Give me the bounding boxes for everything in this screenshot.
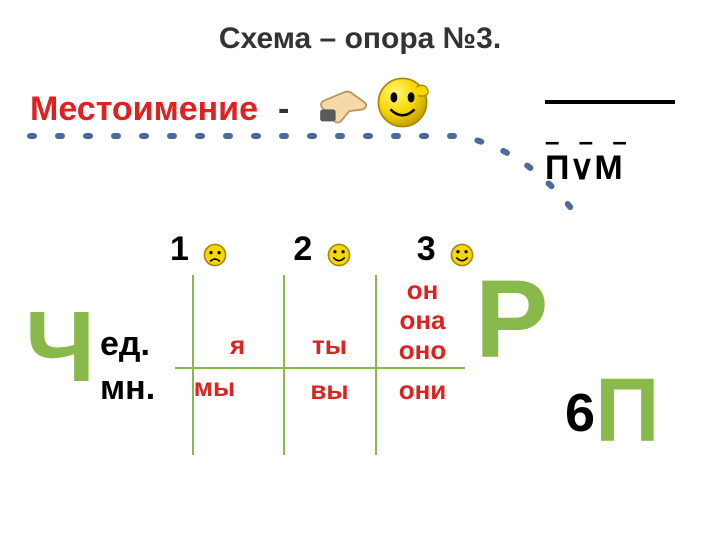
person-2: 2 — [293, 230, 351, 269]
sad-face-icon — [202, 238, 228, 264]
cell-3sg-ono: оно — [380, 335, 465, 366]
cell-2sg: ты — [287, 330, 372, 361]
pm-solid-line — [545, 100, 675, 104]
pm-m: М — [594, 149, 622, 187]
person-3: 3 — [417, 230, 475, 269]
subject-dash: - — [278, 90, 289, 129]
cell-1pl: мы — [192, 375, 237, 400]
person-3-num: 3 — [417, 230, 436, 268]
person-1-num: 1 — [170, 230, 189, 268]
six-p-letter: П — [595, 361, 660, 461]
pronoun-table: Ч ед. мн. я ты он она оно мы вы они Р — [75, 275, 495, 475]
pm-p: П — [545, 149, 569, 187]
label-singular: ед. — [100, 325, 150, 364]
cell-3pl: они — [380, 375, 465, 406]
person-2-num: 2 — [293, 230, 312, 268]
cell-1sg: я — [195, 330, 280, 361]
table-hline — [175, 367, 465, 369]
cell-2pl: вы — [287, 375, 372, 406]
persons-row: 1 2 3 — [170, 230, 475, 269]
page-title: Схема – опора №3. — [0, 22, 720, 56]
cell-3sg-ona: она — [380, 305, 465, 336]
label-plural: мн. — [100, 369, 155, 408]
big-ch-letter: Ч — [25, 297, 95, 397]
subject-word: Местоимение — [30, 90, 258, 129]
table-vline — [192, 275, 194, 455]
pm-or: ∨ — [569, 149, 594, 187]
smiley-icon — [375, 75, 430, 130]
pm-label: П∨М — [545, 148, 623, 188]
happy-face-icon — [449, 238, 475, 264]
person-1: 1 — [170, 230, 228, 269]
happy-face-icon — [326, 238, 352, 264]
six-p-label: 6П — [565, 360, 660, 463]
table-vline — [283, 275, 285, 455]
big-r-letter: Р — [475, 265, 548, 375]
six-p-num: 6 — [565, 383, 595, 443]
pm-block: – – – П∨М — [535, 90, 695, 190]
cell-3sg-on: он — [380, 275, 465, 306]
pointing-hand-icon — [315, 75, 370, 130]
table-vline — [375, 275, 377, 455]
